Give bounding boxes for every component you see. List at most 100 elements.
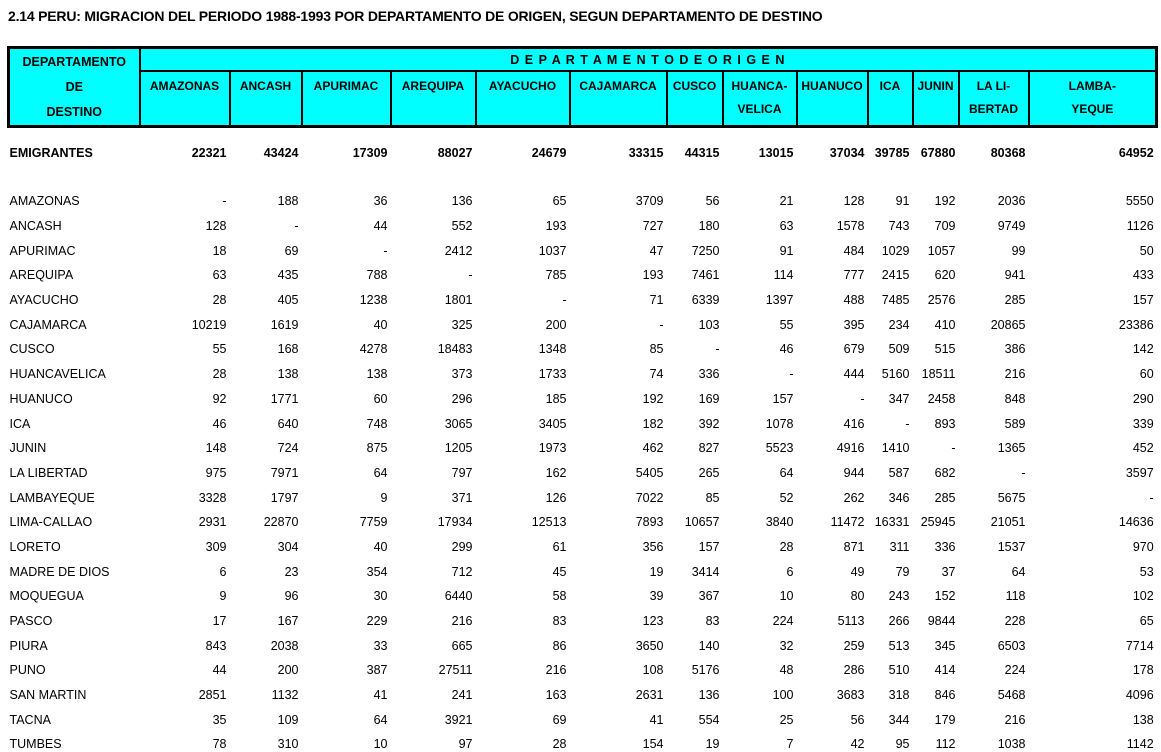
cell-value: 52 [722, 485, 797, 510]
cell-value: 827 [666, 435, 723, 461]
cell-value: 178 [1028, 658, 1157, 683]
row-label: LIMA-CALLAO [8, 509, 140, 535]
emigrantes-row: EMIGRANTES 22321 43424 17309 88027 24679 33315… [8, 126, 1157, 161]
cell-value: 345 [912, 633, 959, 659]
column-header-line1: AMAZONAS [149, 79, 220, 93]
cell-value: 4916 [796, 435, 868, 461]
cell-value: 112 [912, 732, 959, 752]
cell-value: 71 [569, 287, 667, 313]
cell-value: 33 [301, 633, 391, 659]
cell-value: 60 [1028, 361, 1157, 387]
corner-line: DE [65, 79, 83, 94]
cell-value: 36 [301, 189, 391, 214]
cell-value: 42 [796, 732, 868, 752]
column-header-cusco: CUSCO [665, 70, 724, 128]
cell-value: 452 [1028, 435, 1157, 461]
cell-value: - [1028, 485, 1157, 510]
cell-value: 299 [390, 534, 476, 560]
cell-value: - [229, 213, 302, 239]
cell-value: 163 [475, 682, 570, 708]
cell-value: 216 [958, 707, 1029, 733]
cell-value: - [139, 189, 230, 214]
column-header-line2: BERTAD [968, 102, 1019, 116]
cell-value: 241 [390, 682, 476, 708]
cell-value: 48 [722, 658, 797, 683]
cell-value: 35 [139, 707, 230, 733]
cell-value: 114 [722, 263, 797, 288]
cell-value: 32 [722, 633, 797, 659]
cell-value: 63 [722, 213, 797, 239]
row-label: ANCASH [8, 213, 140, 239]
cell-value: 444 [796, 361, 868, 387]
cell-value: 1397 [722, 287, 797, 313]
column-header-line1: LA LI- [976, 79, 1011, 93]
cell-value: 21051 [958, 509, 1029, 535]
cell-value: 46 [139, 411, 230, 436]
cell-value: 12513 [475, 509, 570, 535]
cell-value: 39 [569, 584, 667, 609]
cell-value: - [390, 263, 476, 288]
cell-value: 44315 [666, 126, 723, 161]
cell-value: 138 [301, 361, 391, 387]
cell-value: 45 [475, 559, 570, 584]
cell-value: 39785 [867, 126, 913, 161]
cell-value: 136 [666, 682, 723, 708]
cell-value: 123 [569, 608, 667, 634]
cell-value: 2038 [229, 633, 302, 659]
row-label: SAN MARTIN [8, 682, 140, 708]
column-header-lamba: LAMBA- YEQUE [1027, 70, 1159, 128]
table-row-ica: ICA 46 640 748 3065 3405 182 392 1078 416-893 589 3… [8, 411, 1157, 436]
cell-value: 266 [867, 608, 913, 634]
cell-value: 1132 [229, 682, 302, 708]
cell-value: - [475, 287, 570, 313]
cell-value: 18483 [390, 337, 476, 362]
cell-value: 200 [229, 658, 302, 683]
cell-value: 138 [1028, 707, 1157, 733]
cell-value: 154 [569, 732, 667, 752]
cell-value: 47 [569, 238, 667, 264]
row-label: CUSCO [8, 337, 140, 362]
table-row-cajamarca: CAJAMARCA 10219 1619 40 325 200-103 55 395 234 41… [8, 312, 1157, 338]
cell-value: 941 [958, 263, 1029, 288]
cell-value: 1348 [475, 337, 570, 362]
column-header-ica: ICA [866, 70, 914, 128]
cell-value: 1126 [1028, 213, 1157, 239]
cell-value: 169 [666, 386, 723, 412]
cell-value: 285 [912, 485, 959, 510]
cell-value: - [301, 238, 391, 264]
table-row-amazonas: AMAZONAS -188 36 136 65 3709 56 21 128 91 192 2036 5… [8, 189, 1157, 214]
row-label: MOQUEGUA [8, 584, 140, 609]
cell-value: 18 [139, 238, 230, 264]
cell-value: 24679 [475, 126, 570, 161]
cell-value: 7759 [301, 509, 391, 535]
row-label: PUNO [8, 658, 140, 683]
cell-value: 69 [229, 238, 302, 264]
cell-value: 589 [958, 411, 1029, 436]
cell-value: 3328 [139, 485, 230, 510]
cell-value: 200 [475, 312, 570, 338]
cell-value: 63 [139, 263, 230, 288]
table-row-huanuco: HUANUCO 92 1771 60 296 185 192 169 157-347 2458 84… [8, 386, 1157, 412]
cell-value: 53 [1028, 559, 1157, 584]
cell-value: 157 [722, 386, 797, 412]
cell-value: 285 [958, 287, 1029, 313]
cell-value: 80 [796, 584, 868, 609]
cell-value: 1733 [475, 361, 570, 387]
cell-value: 20865 [958, 312, 1029, 338]
cell-value: 2415 [867, 263, 913, 288]
table-row-pasco: PASCO 17 167 229 216 83 123 83 224 5113 266 9844 228… [8, 608, 1157, 634]
cell-value: 665 [390, 633, 476, 659]
cell-value: 193 [475, 213, 570, 239]
table-row-madre-de-dios: MADRE DE DIOS 6 23 354 712 45 19 3414 6 49 79 37 64 5… [8, 559, 1157, 584]
cell-value: 92 [139, 386, 230, 412]
table-row-cusco: CUSCO 55 168 4278 18483 1348 85-46 679 509 515 386… [8, 337, 1157, 362]
row-label: CAJAMARCA [8, 312, 140, 338]
column-header-junin: JUNIN [911, 70, 960, 128]
column-header-apurimac: APURIMAC [300, 70, 392, 128]
cell-value: 44 [301, 213, 391, 239]
cell-value: 40 [301, 312, 391, 338]
header-row-departments: AMAZONAS ANCASH APURIMAC AREQUIPA AYACUCHO CA… [9, 70, 1159, 128]
cell-value: 4278 [301, 337, 391, 362]
table-row-moquegua: MOQUEGUA 9 96 30 6440 58 39 367 10 80 243 152 118 102 [8, 584, 1157, 609]
cell-value: 28 [475, 732, 570, 752]
